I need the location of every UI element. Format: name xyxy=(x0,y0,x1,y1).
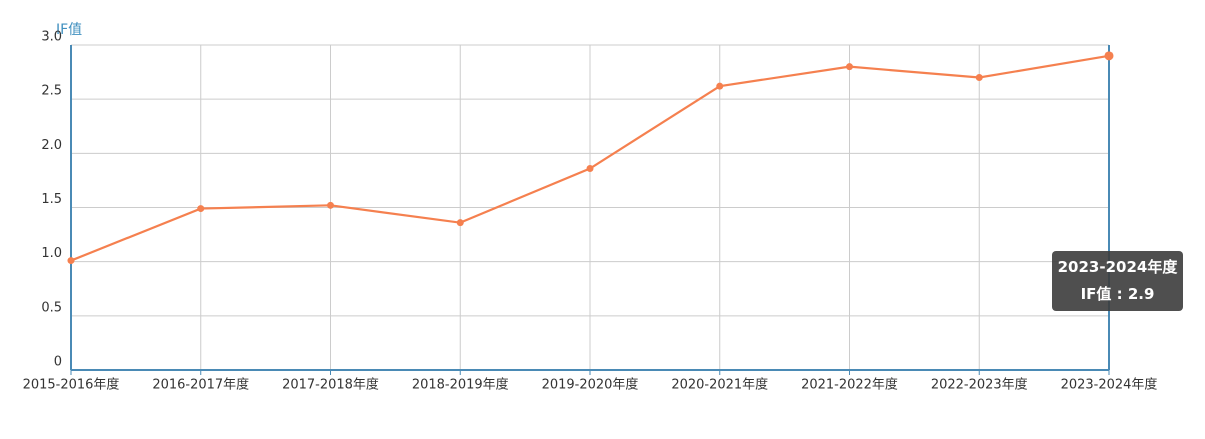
point xyxy=(716,82,724,90)
point xyxy=(197,205,205,213)
tooltip: 2023-2024年度 IF值 : 2.9 xyxy=(1052,251,1183,311)
y-tick-label: 0.5 xyxy=(41,300,62,315)
x-tick-label: 2015-2016年度 xyxy=(23,377,120,393)
point xyxy=(1104,51,1114,61)
x-tick-label: 2021-2022年度 xyxy=(801,377,898,393)
y-tick-label: 3.0 xyxy=(41,30,62,45)
point xyxy=(846,63,853,71)
y-tick-label: 1.5 xyxy=(41,192,62,207)
point xyxy=(327,201,334,209)
tooltip-text: IF值 : 2.9 xyxy=(1080,285,1155,303)
point xyxy=(456,219,464,227)
y-tick-label: 1.0 xyxy=(41,246,62,261)
x-tick-label: 2020-2021年度 xyxy=(671,377,768,393)
y-tick-label: 2.5 xyxy=(41,84,62,99)
y-axis-label: IF值 xyxy=(56,22,82,38)
point xyxy=(67,257,75,265)
tooltip-title: 2023-2024年度 xyxy=(1057,258,1178,276)
x-tick-label: 2016-2017年度 xyxy=(152,377,249,393)
point xyxy=(975,74,983,81)
x-tick-label: 2022-2023年度 xyxy=(931,377,1028,393)
y-tick-label: 0 xyxy=(54,355,62,370)
x-tick-label: 2019-2020年度 xyxy=(542,377,639,393)
y-tick-label: 2.0 xyxy=(41,138,62,153)
x-tick-label: 2023-2024年度 xyxy=(1061,377,1158,393)
point xyxy=(586,165,594,172)
x-tick-label: 2017-2018年度 xyxy=(282,377,379,393)
x-tick-label: 2018-2019年度 xyxy=(412,377,509,393)
